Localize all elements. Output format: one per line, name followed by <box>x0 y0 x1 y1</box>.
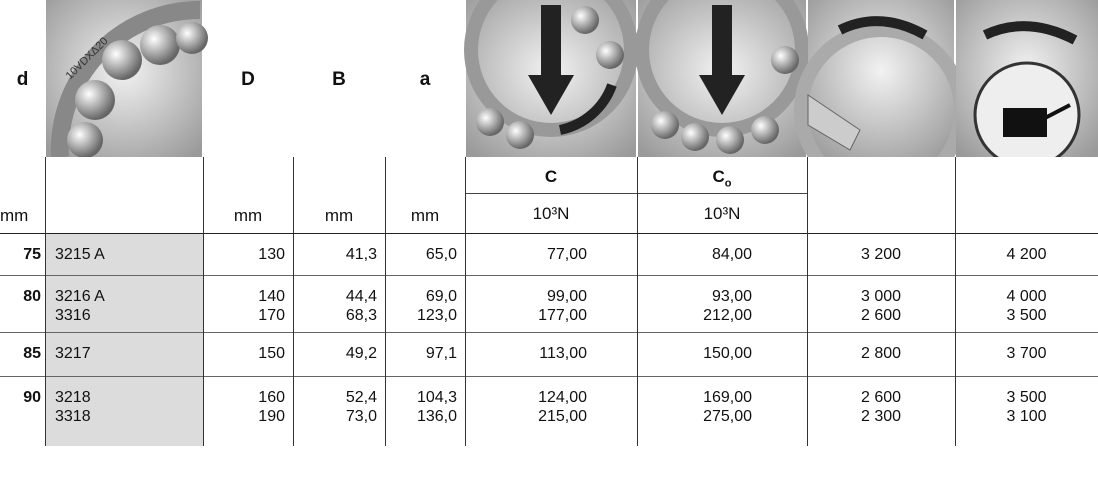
symbol-sub: o <box>724 177 732 190</box>
cell-co: 84,00 <box>711 246 752 263</box>
rule <box>293 157 294 446</box>
cell-co: 93,00 <box>711 288 752 305</box>
cell-b: 49,2 <box>345 345 377 362</box>
rule <box>637 157 638 446</box>
cell-d: 160 <box>258 389 285 406</box>
rule <box>465 193 807 194</box>
cell-designation: 3215 A <box>55 246 105 263</box>
cell-oil: 3 100 <box>1006 408 1047 425</box>
column-symbol: a <box>419 69 431 90</box>
bearing-icon: 10VDXΔ20 <box>46 0 208 157</box>
rule <box>0 275 1098 276</box>
cell-oil: 4 000 <box>1006 288 1047 305</box>
cell-a: 123,0 <box>416 307 457 324</box>
load-symbol: Co <box>637 167 807 193</box>
cell-designation: 3318 <box>55 408 91 425</box>
cell-c: 77,00 <box>546 246 587 263</box>
cell-b: 68,3 <box>345 307 377 324</box>
cell-c: 124,00 <box>538 389 587 406</box>
cell-a: 136,0 <box>416 408 457 425</box>
unit: mm <box>0 206 29 225</box>
cell-c: 99,00 <box>546 288 587 305</box>
cell-b: 52,4 <box>345 389 377 406</box>
diameter: 75 <box>23 246 41 263</box>
header-icons: 10VDXΔ20 <box>46 0 1098 157</box>
cell-grease: 3 200 <box>860 246 902 263</box>
grease-speed-icon <box>794 0 968 157</box>
cell-d: 130 <box>258 246 285 263</box>
rule <box>0 376 1098 377</box>
rule <box>955 157 956 446</box>
cell-grease: 2 300 <box>860 408 902 425</box>
cell-d: 190 <box>258 408 285 425</box>
oil-speed-icon <box>956 0 1098 157</box>
cell-grease: 2 600 <box>860 307 902 324</box>
cell-co: 150,00 <box>703 345 752 362</box>
cell-grease: 3 000 <box>860 288 902 305</box>
rule <box>385 157 386 446</box>
load-symbol: C <box>544 167 558 186</box>
cell-co: 275,00 <box>703 408 752 425</box>
cell-d: 140 <box>258 288 285 305</box>
cell-a: 65,0 <box>425 246 457 263</box>
cell-designation: 3216 A <box>55 288 105 305</box>
cell-d: 150 <box>258 345 285 362</box>
rule <box>0 332 1098 333</box>
designation-shade <box>45 233 203 446</box>
static-load-icon <box>635 0 809 157</box>
cell-grease: 2 600 <box>860 389 902 406</box>
cell-d: 170 <box>258 307 285 324</box>
cell-c: 215,00 <box>538 408 587 425</box>
rule <box>45 157 46 446</box>
cell-designation: 3217 <box>55 345 91 362</box>
column-symbol: D <box>241 69 255 90</box>
cell-oil: 3 500 <box>1006 307 1047 324</box>
unit: mm <box>233 206 263 225</box>
unit: mm <box>324 206 354 225</box>
cell-a: 69,0 <box>425 288 457 305</box>
cell-c: 177,00 <box>538 307 587 324</box>
rule <box>807 157 808 446</box>
cell-co: 212,00 <box>703 307 752 324</box>
cell-b: 41,3 <box>345 246 377 263</box>
dynamic-load-icon <box>464 0 638 157</box>
unit: 10³N <box>532 204 570 223</box>
diameter: 90 <box>23 389 41 406</box>
cell-grease: 2 800 <box>860 345 902 362</box>
unit: 10³N <box>703 204 741 223</box>
cell-b: 44,4 <box>345 288 377 305</box>
cell-a: 97,1 <box>425 345 457 362</box>
symbol-main: C <box>712 167 725 186</box>
column-symbol: d <box>16 69 29 90</box>
rule <box>203 157 204 446</box>
diameter: 80 <box>23 288 41 305</box>
cell-c: 113,00 <box>539 345 587 362</box>
cell-co: 169,00 <box>703 389 752 406</box>
cell-designation: 3316 <box>55 307 91 324</box>
cell-oil: 4 200 <box>1006 246 1047 263</box>
rule <box>465 157 466 446</box>
cell-b: 73,0 <box>345 408 377 425</box>
cell-a: 104,3 <box>416 389 457 406</box>
unit: mm <box>410 206 440 225</box>
column-symbol: B <box>332 69 346 90</box>
cell-oil: 3 500 <box>1006 389 1047 406</box>
cell-designation: 3218 <box>55 389 91 406</box>
cell-oil: 3 700 <box>1006 345 1047 362</box>
rule <box>0 233 1098 234</box>
diameter: 85 <box>23 345 41 362</box>
